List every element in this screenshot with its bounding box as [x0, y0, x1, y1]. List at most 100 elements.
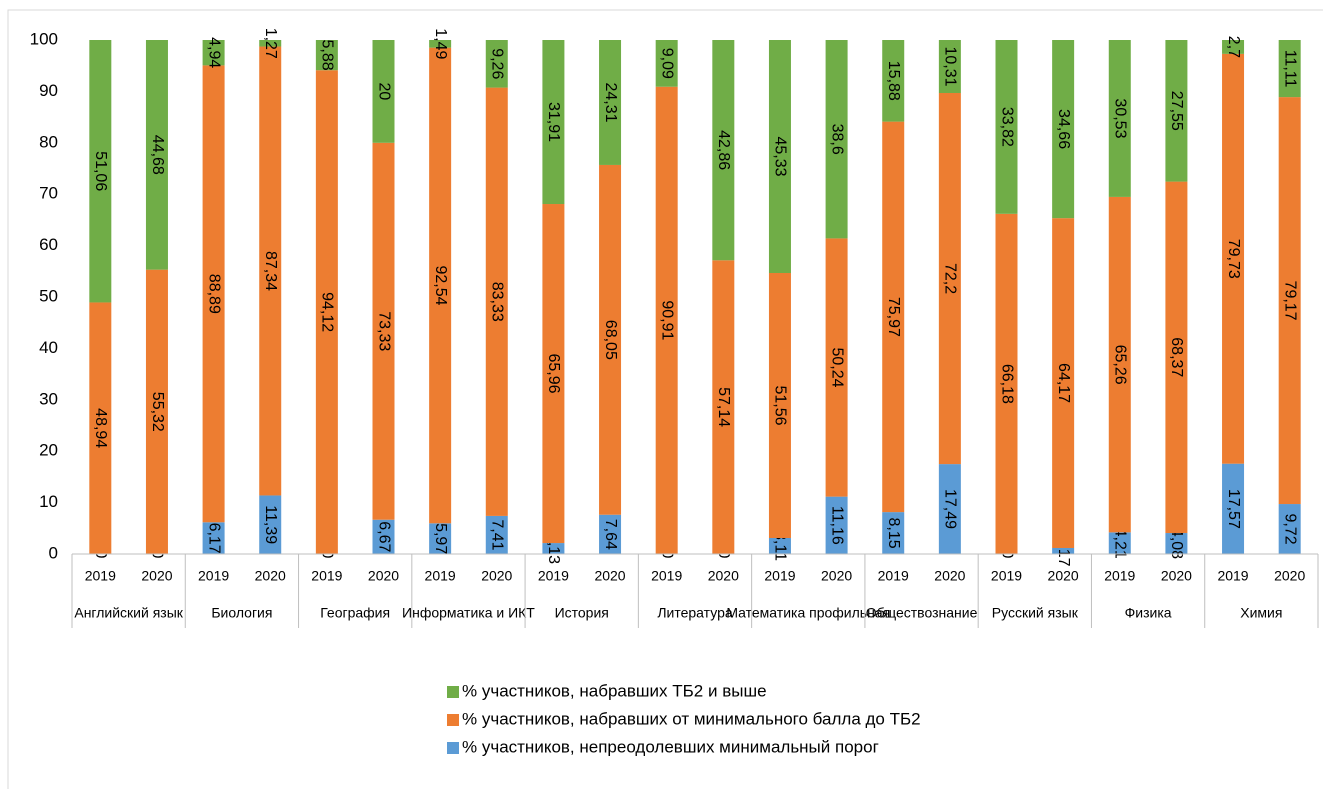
data-label: 24,31: [602, 82, 619, 122]
group-label: Русский язык: [992, 605, 1079, 621]
data-label: 48,94: [92, 408, 109, 448]
x-tick-label: 2019: [991, 568, 1022, 584]
data-label: 73,33: [375, 311, 392, 351]
data-label: 31,91: [545, 102, 562, 142]
bar-segment: [938, 40, 961, 93]
x-tick-label: 2019: [85, 568, 116, 584]
bar-segment: [485, 515, 508, 554]
bar-segment: [712, 40, 735, 261]
bar-segment: [1052, 218, 1075, 548]
bar-segment: [882, 121, 905, 513]
bar-segment: [938, 92, 961, 465]
bar-segment: [768, 40, 791, 273]
x-tick-label: 2019: [1217, 568, 1248, 584]
x-tick-label: 2020: [594, 568, 625, 584]
data-label: 65,26: [1112, 345, 1129, 385]
group-label: Химия: [1240, 605, 1282, 621]
bar-segment: [542, 543, 565, 554]
bar-segment: [768, 538, 791, 554]
bar-segment: [1108, 40, 1131, 197]
bar-segment: [429, 523, 452, 554]
x-tick-label: 2019: [1104, 568, 1135, 584]
bar-segment: [1278, 40, 1301, 98]
legend-label: % участников, набравших от минимального …: [462, 709, 921, 728]
bar-segment: [542, 40, 565, 205]
data-label: 1,27: [262, 28, 279, 59]
data-label: 44,68: [149, 135, 166, 175]
bar-segment: [315, 40, 338, 71]
bar-segment: [1052, 547, 1075, 554]
bar-segment: [1165, 181, 1188, 534]
data-label: 50,24: [828, 347, 845, 387]
bar-segment: [145, 40, 168, 270]
bar-segment: [202, 522, 225, 554]
data-label: 66,18: [998, 364, 1015, 404]
bar-segment: [89, 302, 112, 554]
data-label: 34,66: [1055, 109, 1072, 149]
y-tick-label: 90: [39, 81, 58, 100]
data-label: 1,49: [432, 28, 449, 59]
x-tick-label: 2019: [878, 568, 909, 584]
bar-segment: [485, 87, 508, 516]
bar-segment: [542, 204, 565, 544]
data-label: 79,73: [1225, 239, 1242, 279]
legend-label: % участников, непреодолевших минимальный…: [462, 737, 879, 756]
y-tick-label: 60: [39, 235, 58, 254]
bar-segment: [372, 40, 395, 143]
data-label: 57,14: [715, 387, 732, 427]
data-label: 5,97: [432, 523, 449, 554]
data-label: 42,86: [715, 130, 732, 170]
group-label: История: [555, 605, 609, 621]
data-label: 4,08: [1168, 528, 1185, 559]
bar-segment: [599, 164, 622, 515]
bar-segment: [768, 272, 791, 539]
data-label: 64,17: [1055, 363, 1072, 403]
data-label: 6,67: [375, 521, 392, 552]
bar-segment: [825, 496, 848, 554]
group-label: Литература: [657, 605, 733, 621]
group-label: Математика профильная: [726, 605, 890, 621]
data-label: 51,56: [772, 385, 789, 425]
group-label: Биология: [211, 605, 272, 621]
bar-segment: [1165, 533, 1188, 554]
data-label: 9,26: [489, 48, 506, 79]
data-label: 4,21: [1112, 528, 1129, 559]
bar-segment: [882, 512, 905, 554]
bar-segment: [429, 47, 452, 524]
data-label: 55,32: [149, 392, 166, 432]
data-label: 27,55: [1168, 91, 1185, 131]
data-label: 38,6: [828, 124, 845, 155]
legend-swatch: [447, 686, 459, 698]
y-tick-label: 50: [39, 286, 58, 305]
data-label: 68,37: [1168, 337, 1185, 377]
bar-segment: [882, 40, 905, 122]
x-tick-label: 2020: [934, 568, 965, 584]
bar-segment: [485, 40, 508, 88]
x-tick-label: 2019: [538, 568, 569, 584]
data-label: 10,31: [942, 46, 959, 86]
y-tick-label: 0: [49, 543, 58, 562]
data-label: 8,15: [885, 517, 902, 548]
bar-segment: [599, 514, 622, 554]
legend-swatch: [447, 714, 459, 726]
data-label: 17,49: [942, 489, 959, 529]
bar-segment: [372, 519, 395, 554]
data-label: 11,16: [828, 506, 845, 545]
x-tick-label: 2020: [368, 568, 399, 584]
group-label: География: [320, 605, 390, 621]
x-tick-label: 2019: [311, 568, 342, 584]
x-tick-label: 2019: [198, 568, 229, 584]
group-label: Обществознание: [866, 605, 978, 621]
bar-segment: [825, 238, 848, 497]
bar-segment: [259, 495, 282, 554]
x-tick-label: 2019: [425, 568, 456, 584]
x-tick-label: 2019: [651, 568, 682, 584]
bar-segment: [712, 260, 735, 554]
x-tick-label: 2020: [1274, 568, 1305, 584]
data-label: 33,82: [998, 107, 1015, 147]
data-label: 17,57: [1225, 489, 1242, 529]
bar-segment: [259, 40, 282, 47]
x-tick-label: 2020: [821, 568, 852, 584]
y-tick-label: 30: [39, 389, 58, 408]
x-tick-label: 2020: [1048, 568, 1079, 584]
